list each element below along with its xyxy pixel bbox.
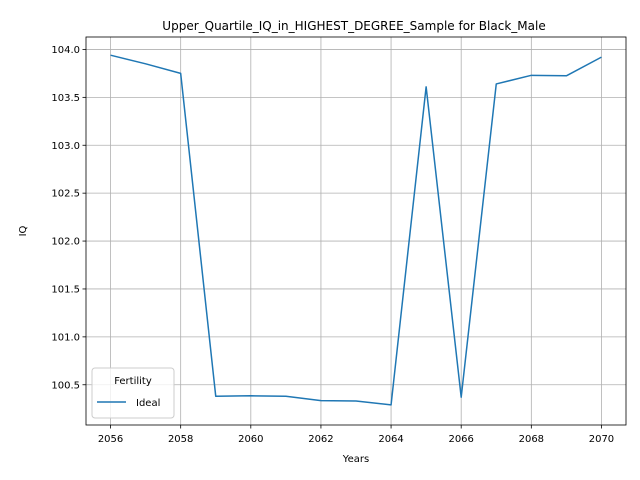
series-layer [110, 54, 602, 406]
y-axis-title: IQ [18, 225, 29, 236]
x-tick-label: 2062 [308, 434, 333, 445]
series-line-ideal [110, 54, 602, 406]
x-tick-label: 2060 [238, 434, 263, 445]
x-tick-label: 2066 [448, 434, 473, 445]
y-tick-label: 104.0 [51, 45, 80, 56]
x-tick-label: 2068 [519, 434, 544, 445]
axis-ticks: 2056 2058 2060 2062 2064 2066 2068 2070 100.5 101… [51, 45, 614, 445]
y-tick-label: 102.0 [51, 237, 80, 248]
x-tick-label: 2058 [168, 434, 193, 445]
x-tick-label: 2056 [98, 434, 123, 445]
y-tick-label: 103.0 [51, 141, 80, 152]
legend-label-ideal: Ideal [136, 398, 160, 409]
grid [86, 37, 626, 425]
chart-title: Upper_Quartile_IQ_in_HIGHEST_DEGREE_Samp… [162, 19, 545, 33]
y-tick-label: 101.5 [51, 284, 80, 295]
x-tick-label: 2064 [378, 434, 403, 445]
x-axis-title: Years [342, 454, 369, 465]
y-tick-label: 100.5 [51, 380, 80, 391]
x-tick-label: 2070 [589, 434, 614, 445]
y-tick-label: 101.0 [51, 332, 80, 343]
legend-box [91, 367, 175, 419]
plot-frame [85, 36, 627, 426]
y-tick-label: 103.5 [51, 93, 80, 104]
legend: Fertility Ideal [91, 367, 175, 419]
legend-title: Fertility [114, 376, 152, 387]
y-tick-label: 102.5 [51, 189, 80, 200]
